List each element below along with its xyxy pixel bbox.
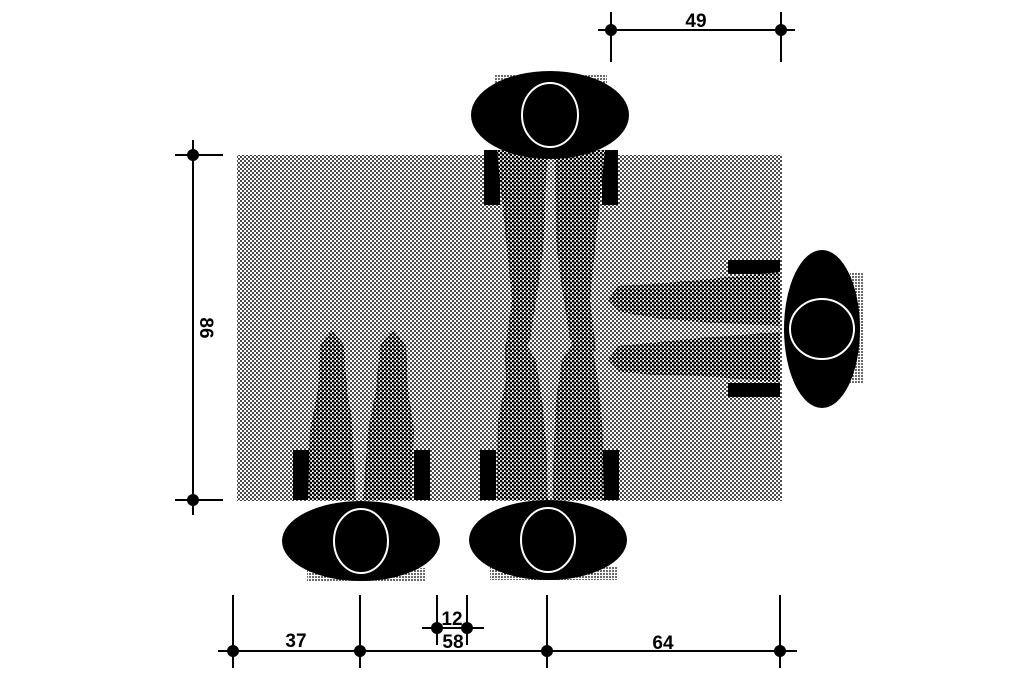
dim-dot-bottom (187, 494, 199, 506)
chair-leg-left (484, 150, 500, 205)
dimension-bottom-row: 37 12 58 64 (218, 595, 797, 668)
chair-leg-right (602, 150, 618, 205)
dim-dot-1 (227, 645, 239, 657)
head (521, 82, 579, 148)
person-right (608, 250, 864, 408)
person-bottom-center (469, 335, 627, 580)
dim-label-left: 86 (195, 317, 216, 338)
legs (497, 150, 605, 360)
head (520, 507, 576, 573)
dim-dot-top (187, 149, 199, 161)
dim-dot-2 (354, 645, 366, 657)
dim-small-dot-left (431, 622, 443, 634)
dim-small-dot-right (461, 622, 473, 634)
dim-label-top: 49 (685, 11, 706, 32)
person-top (471, 71, 629, 360)
dim-label-64: 64 (652, 633, 674, 654)
legs (308, 330, 414, 500)
person-bottom-left (282, 330, 440, 582)
head (789, 298, 855, 360)
chair-leg-left (480, 450, 496, 500)
head (333, 508, 389, 574)
chair-leg-left (293, 450, 309, 500)
chair-leg-top (728, 260, 780, 274)
legs (608, 272, 780, 382)
dim-label-37: 37 (285, 631, 306, 652)
dim-dot-4 (774, 645, 786, 657)
dim-dot-3 (541, 645, 553, 657)
chair-leg-bottom (728, 383, 780, 397)
dim-dot-left (605, 24, 617, 36)
dim-dot-right (775, 24, 787, 36)
dimension-left-86: 86 (175, 140, 223, 515)
chair-leg-right (414, 450, 430, 500)
dim-label-12: 12 (441, 609, 462, 630)
dimension-top-49: 49 (598, 11, 795, 62)
chair-leg-right (603, 450, 619, 500)
legs (497, 335, 604, 500)
dim-label-58: 58 (442, 632, 463, 653)
